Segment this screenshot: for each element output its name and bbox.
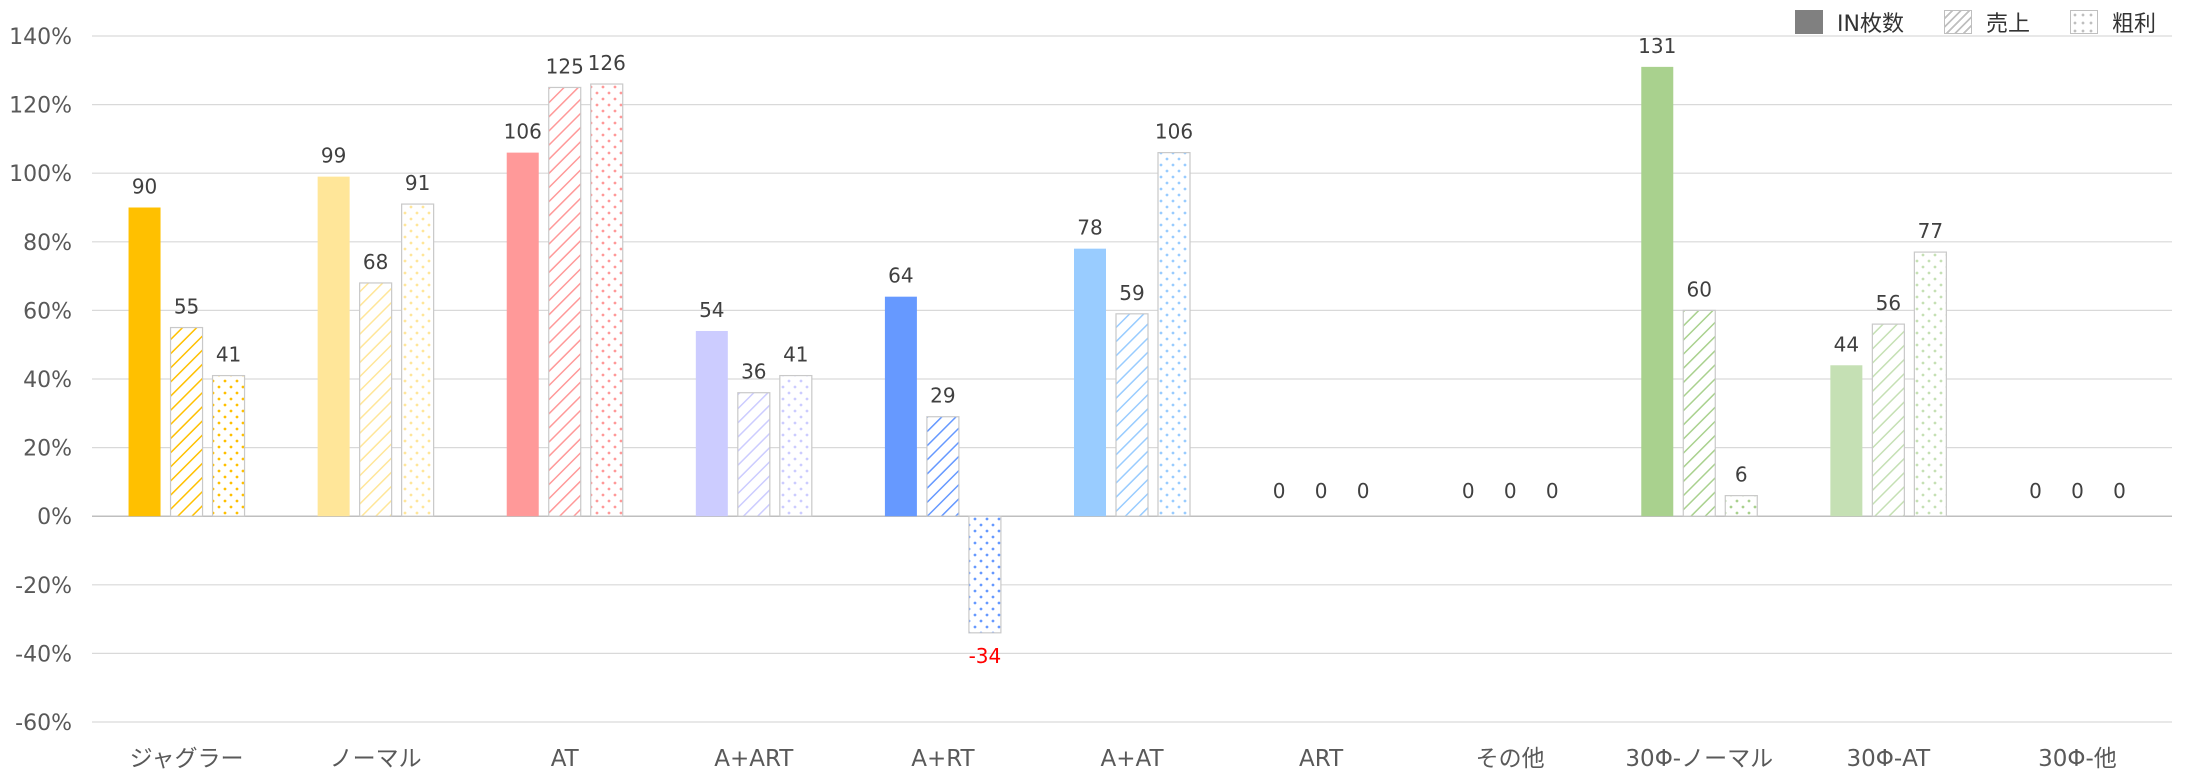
data-label: 0 [1315, 479, 1328, 503]
data-label: 0 [1273, 479, 1286, 503]
bar [1157, 152, 1191, 517]
bar [1682, 309, 1716, 517]
bar [1871, 323, 1905, 517]
x-tick-label: 30Φ-他 [2038, 746, 2117, 772]
bar [1913, 251, 1947, 517]
data-label: 60 [1687, 277, 1712, 301]
legend-swatch-hatch [1943, 10, 1972, 34]
legend-item-in: IN枚数 [1795, 6, 1904, 38]
legend-swatch-solid [1795, 10, 1824, 34]
y-tick-label: 120% [9, 94, 72, 119]
data-label: 54 [699, 298, 724, 322]
bar [926, 416, 960, 517]
bar [359, 282, 393, 517]
x-tick-label: A+RT [911, 746, 975, 772]
y-tick-label: -60% [15, 711, 72, 736]
data-label: 6 [1735, 463, 1748, 487]
bar [695, 330, 728, 517]
data-label: 106 [504, 120, 542, 144]
data-label: 68 [363, 250, 388, 274]
data-label: 131 [1638, 34, 1676, 58]
data-label: 41 [783, 343, 808, 367]
data-label: 78 [1077, 216, 1102, 240]
bar [1115, 313, 1149, 517]
bar [1830, 365, 1863, 517]
bar [506, 152, 539, 517]
data-label: 55 [174, 295, 199, 319]
data-label: 0 [2029, 479, 2042, 503]
y-tick-label: 140% [9, 25, 72, 50]
data-label: 0 [1462, 479, 1475, 503]
data-label: 0 [2113, 479, 2126, 503]
bar [211, 374, 246, 517]
data-label: 125 [546, 54, 584, 78]
x-tick-label: ノーマル [330, 746, 422, 772]
data-label: 0 [2071, 479, 2084, 503]
data-label: -34 [969, 644, 1002, 668]
data-label: 77 [1918, 219, 1943, 243]
bar [1074, 248, 1106, 517]
bar [737, 392, 771, 517]
y-tick-label: 0% [37, 505, 72, 530]
y-tick-label: 40% [23, 368, 72, 393]
data-label: 126 [588, 51, 626, 75]
legend-label-sales: 売上 [1985, 12, 2030, 37]
y-axis: 140% 120% 100% 80% 60% 40% 20% 0% -20% -40% -60% [9, 25, 72, 736]
data-label: 56 [1876, 291, 1901, 315]
x-tick-label: A+AT [1100, 746, 1164, 772]
legend: IN枚数 売上 粗利 [1795, 6, 2156, 38]
x-tick-label: ART [1299, 746, 1344, 772]
bar [548, 86, 582, 517]
legend-item-sales: 売上 [1943, 6, 2030, 38]
x-tick-label: A+ART [714, 746, 794, 772]
data-label: 0 [1357, 479, 1370, 503]
x-tick-label: 30Φ-AT [1847, 746, 1932, 772]
data-label: 29 [930, 384, 955, 408]
y-tick-label: 100% [9, 162, 72, 187]
x-tick-label: AT [551, 746, 580, 772]
x-tick-label: 30Φ-ノーマル [1625, 746, 1773, 772]
bar [317, 176, 350, 517]
bar [590, 83, 624, 517]
bar [779, 374, 813, 517]
data-label: 106 [1155, 120, 1193, 144]
data-label: 0 [1504, 479, 1517, 503]
y-tick-label: 80% [23, 231, 72, 256]
data-label: 91 [405, 171, 430, 195]
y-tick-label: 60% [23, 299, 72, 324]
legend-swatch-dots [2069, 10, 2098, 34]
bar [1641, 66, 1674, 517]
bar [169, 326, 204, 517]
x-axis: ジャグラー ノーマル AT A+ART A+RT A+AT ART その他 30Φ-ノーマル 30… [130, 746, 2117, 772]
x-tick-label: ジャグラー [130, 746, 244, 772]
data-label: 99 [321, 144, 346, 168]
bar [968, 515, 1002, 634]
bars [128, 66, 1947, 634]
y-tick-label: -20% [15, 574, 72, 599]
legend-item-profit: 粗利 [2069, 6, 2156, 38]
y-tick-label: -40% [15, 642, 72, 667]
bar [128, 207, 161, 517]
legend-label-in: IN枚数 [1837, 12, 1904, 37]
data-label: 44 [1834, 332, 1859, 356]
data-labels: 90 55 41 99 68 91 106 125 126 54 36 41 64 29 -34 78 59 10… [132, 34, 2126, 668]
data-label: 59 [1119, 281, 1144, 305]
bar [884, 296, 917, 517]
bar [1724, 495, 1758, 517]
legend-label-profit: 粗利 [2111, 12, 2156, 37]
data-label: 64 [888, 264, 913, 288]
x-tick-label: その他 [1476, 746, 1545, 772]
data-label: 41 [216, 343, 241, 367]
data-label: 0 [1546, 479, 1559, 503]
bar [401, 203, 435, 517]
data-label: 36 [741, 360, 766, 384]
data-label: 90 [132, 175, 157, 199]
y-tick-label: 20% [23, 437, 72, 462]
